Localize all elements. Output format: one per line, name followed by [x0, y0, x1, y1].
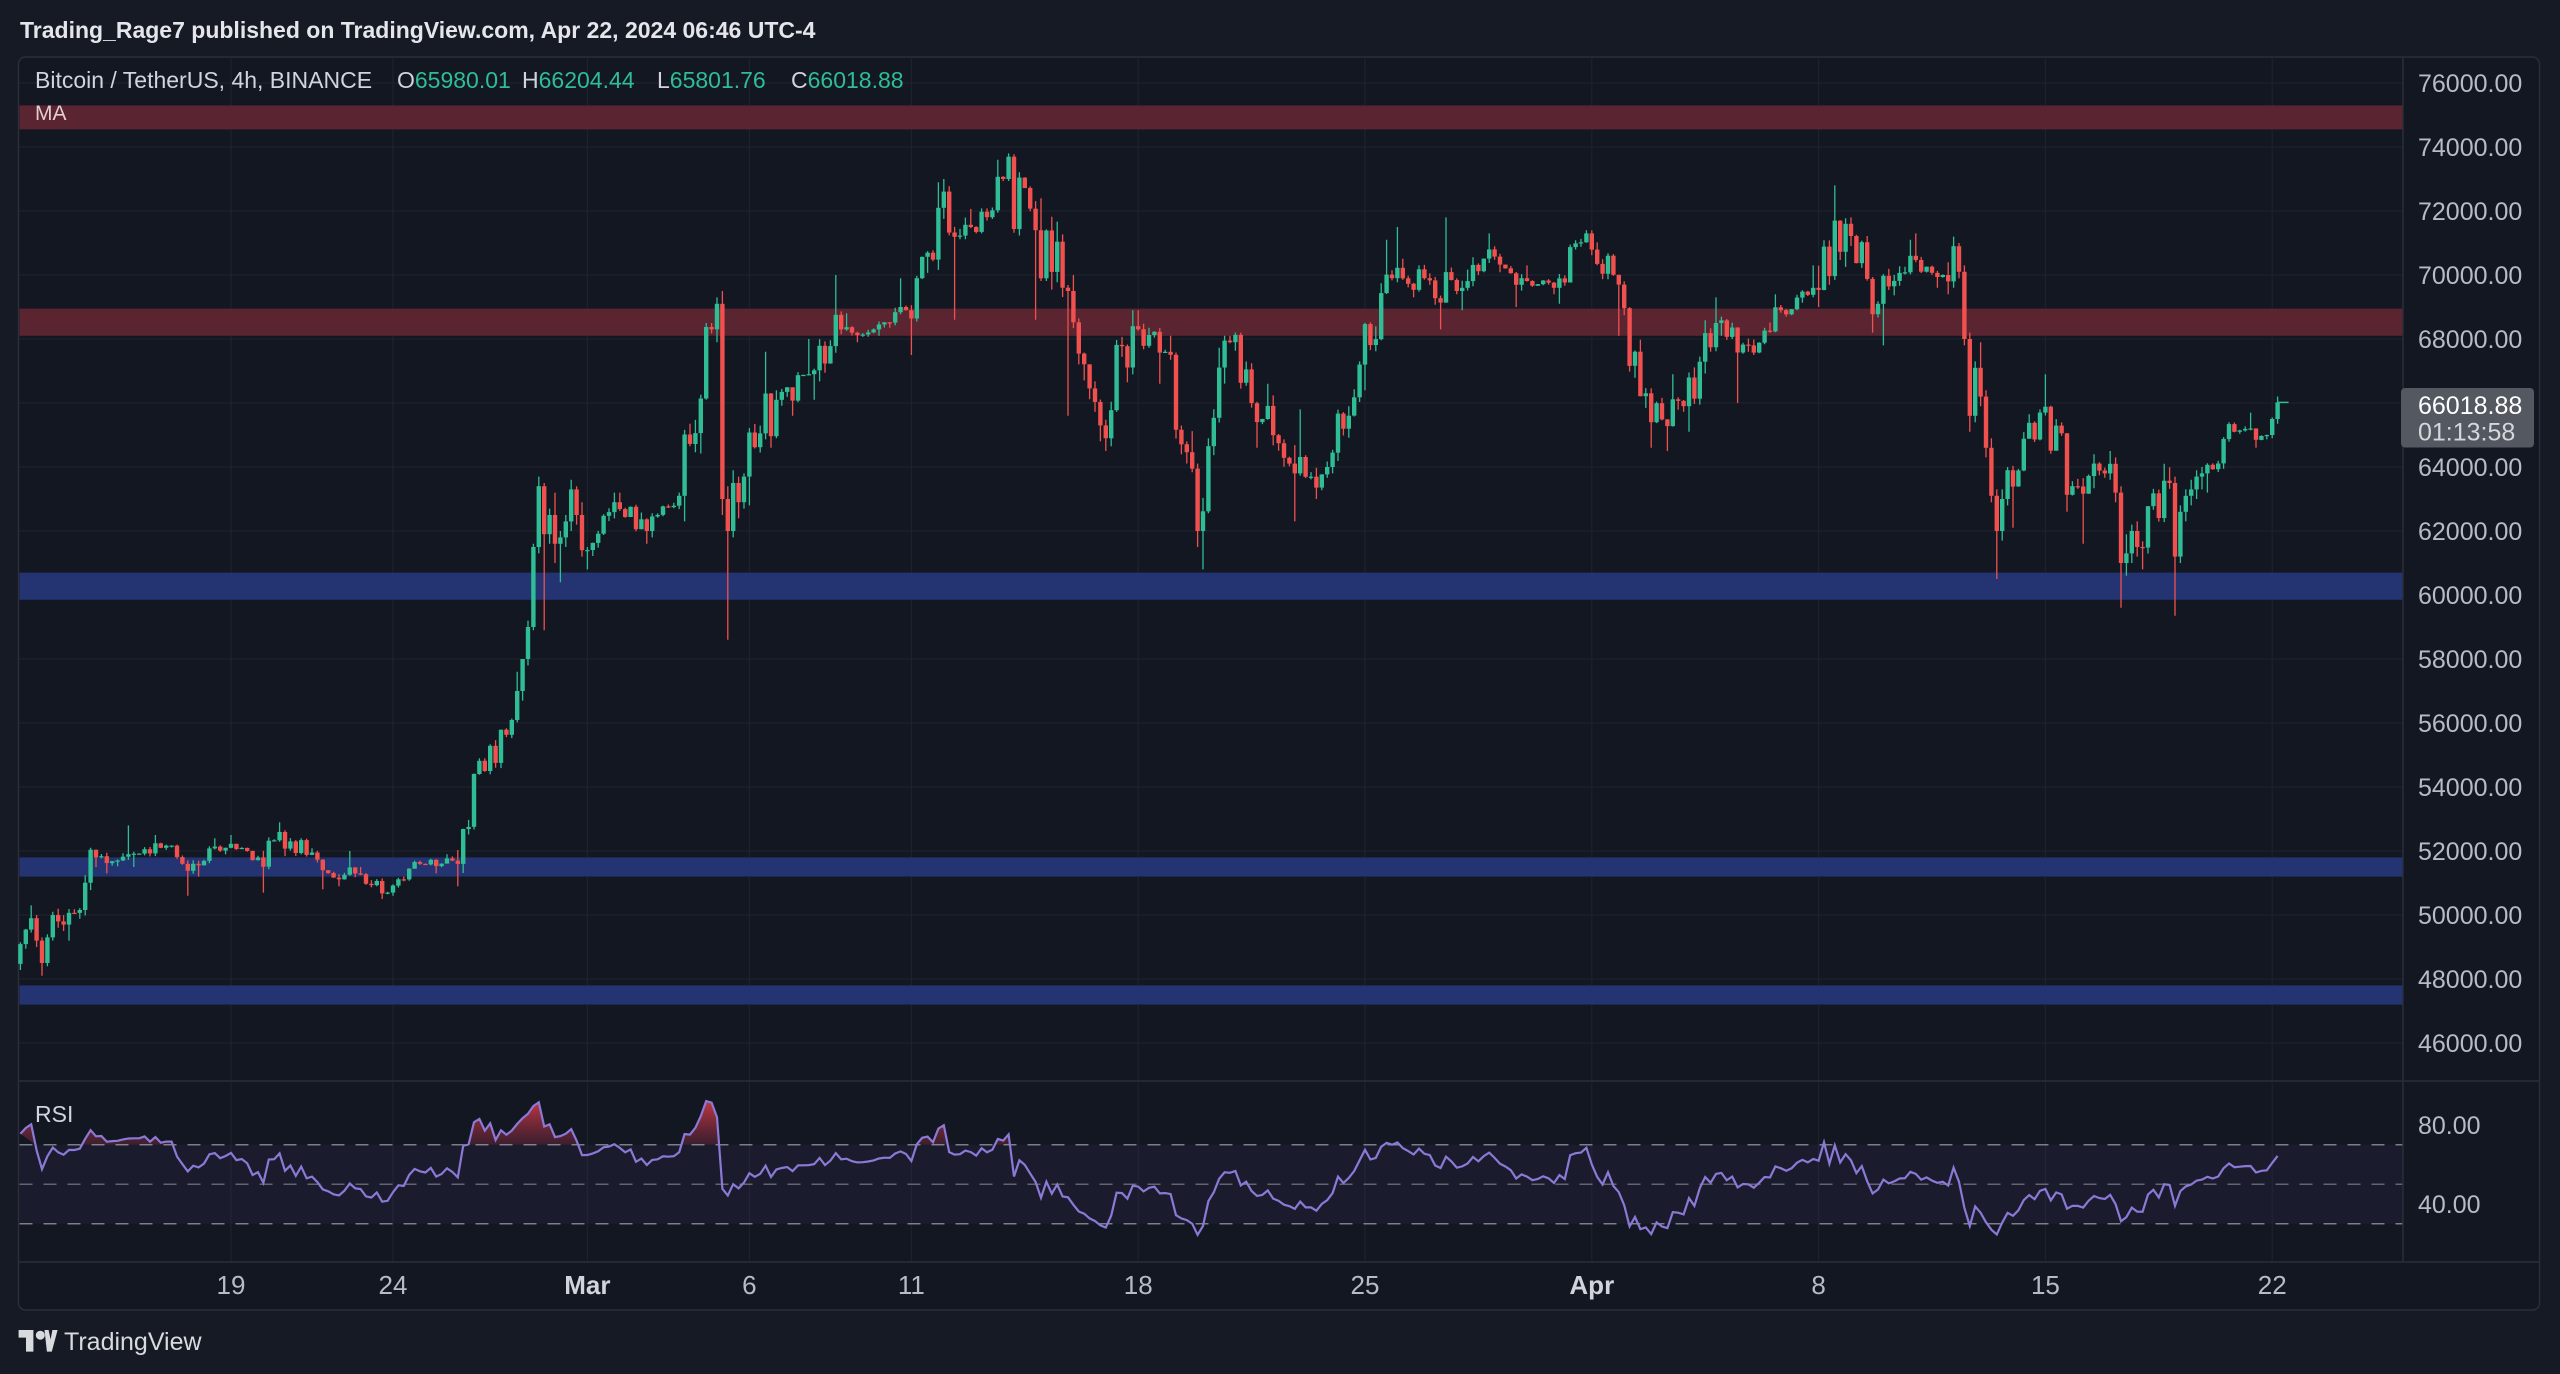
- svg-text:18: 18: [1124, 1270, 1153, 1300]
- svg-text:64000.00: 64000.00: [2418, 454, 2522, 482]
- svg-text:76000.00: 76000.00: [2418, 70, 2522, 98]
- svg-text:46000.00: 46000.00: [2418, 1030, 2522, 1058]
- svg-text:RSI: RSI: [35, 1101, 73, 1127]
- svg-text:80.00: 80.00: [2418, 1112, 2481, 1140]
- svg-text:15: 15: [2031, 1270, 2060, 1300]
- svg-text:TradingView: TradingView: [64, 1328, 203, 1356]
- svg-text:58000.00: 58000.00: [2418, 646, 2522, 674]
- svg-text:56000.00: 56000.00: [2418, 710, 2522, 738]
- svg-text:62000.00: 62000.00: [2418, 518, 2522, 546]
- svg-text:54000.00: 54000.00: [2418, 774, 2522, 802]
- svg-text:H66204.44: H66204.44: [522, 67, 635, 93]
- svg-text:52000.00: 52000.00: [2418, 838, 2522, 866]
- svg-text:50000.00: 50000.00: [2418, 902, 2522, 930]
- svg-text:01:13:58: 01:13:58: [2418, 419, 2515, 447]
- svg-text:O65980.01: O65980.01: [397, 67, 511, 93]
- svg-text:68000.00: 68000.00: [2418, 326, 2522, 354]
- svg-text:72000.00: 72000.00: [2418, 198, 2522, 226]
- svg-text:74000.00: 74000.00: [2418, 134, 2522, 162]
- svg-text:L65801.76: L65801.76: [657, 67, 766, 93]
- svg-text:19: 19: [217, 1270, 246, 1300]
- svg-text:Apr: Apr: [1569, 1270, 1614, 1300]
- svg-text:66018.88: 66018.88: [2418, 392, 2522, 420]
- svg-text:C66018.88: C66018.88: [791, 67, 904, 93]
- svg-text:8: 8: [1811, 1270, 1825, 1300]
- svg-text:22: 22: [2258, 1270, 2287, 1300]
- svg-text:24: 24: [379, 1270, 408, 1300]
- svg-text:70000.00: 70000.00: [2418, 262, 2522, 290]
- svg-text:40.00: 40.00: [2418, 1191, 2481, 1219]
- svg-text:25: 25: [1351, 1270, 1380, 1300]
- svg-text:MA: MA: [35, 102, 67, 125]
- svg-text:11: 11: [898, 1270, 925, 1300]
- svg-text:Trading_Rage7 published on Tra: Trading_Rage7 published on TradingView.c…: [20, 17, 816, 43]
- svg-text:48000.00: 48000.00: [2418, 966, 2522, 994]
- svg-text:60000.00: 60000.00: [2418, 582, 2522, 610]
- svg-text:6: 6: [742, 1270, 756, 1300]
- svg-text:Mar: Mar: [564, 1270, 610, 1300]
- svg-text:Bitcoin / TetherUS, 4h, BINANC: Bitcoin / TetherUS, 4h, BINANCE: [35, 67, 372, 93]
